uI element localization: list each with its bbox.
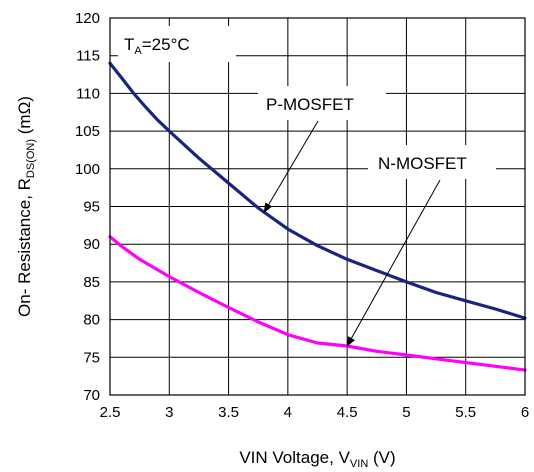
y-axis-label-suffix: (mΩ) [15,96,34,139]
x-axis-label: VIN Voltage, VVIN (V) [239,448,395,470]
series-layer [108,61,527,372]
plot-frame [109,17,526,396]
annotation-n-mosfet: N-MOSFET [378,154,467,173]
y-tick-label: 105 [75,123,100,140]
y-tick-label: 70 [83,387,100,404]
y-tick-labels: 70 75 80 85 90 95 100 105 110 115 120 [75,10,100,404]
x-axis-label-main: VIN Voltage, V [239,448,350,467]
x-tick-label: 4 [284,404,292,421]
condition-main: T [124,35,134,54]
y-axis-label-sub: DS(ON) [25,139,37,178]
x-tick-label: 6 [521,404,529,421]
x-tick-label: 3 [165,404,173,421]
y-tick-label: 110 [76,85,100,102]
y-tick-label: 95 [83,199,100,216]
y-tick-label: 90 [83,236,100,253]
y-tick-label: 115 [76,48,100,65]
x-axis-label-suffix: (V) [368,448,395,467]
x-tick-label: 5.5 [455,404,476,421]
y-tick-label: 85 [83,274,100,291]
annotation-p-mosfet: P-MOSFET [266,95,354,114]
condition-label-box [118,26,236,62]
annotation-arrow [346,179,441,347]
x-tick-label: 2.5 [100,404,121,421]
y-tick-label: 100 [75,161,100,178]
x-tick-label: 4.5 [337,404,358,421]
condition-suffix: =25°C [142,35,190,54]
condition-sub: A [134,45,142,57]
grid [109,17,526,396]
y-axis-label: On- Resistance, RDS(ON) (mΩ) [15,96,37,317]
x-tick-labels: 2.5 3 3.5 4 4.5 5 5.5 6 [100,404,530,421]
annotation-box [368,145,496,179]
y-tick-label: 75 [83,349,100,366]
x-tick-label: 5 [402,404,410,421]
y-tick-label: 80 [83,312,100,329]
y-tick-label: 120 [75,10,100,27]
annotation-box [258,86,386,120]
x-axis-label-sub: VIN [350,458,368,470]
condition-label: TA=25°C [124,35,190,57]
series-line-n-mosfet [108,235,527,372]
x-tick-label: 3.5 [218,404,239,421]
series-annotations: P-MOSFET N-MOSFET [258,86,496,347]
annotation-arrow [263,120,319,214]
series-line-p-mosfet [108,61,527,320]
y-axis-label-main: On- Resistance, R [15,178,34,317]
